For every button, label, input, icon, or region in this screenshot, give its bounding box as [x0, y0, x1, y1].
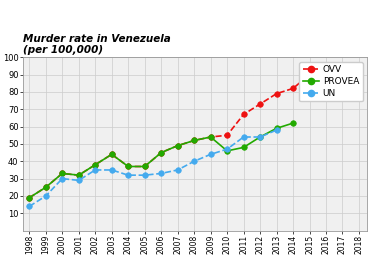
Text: Murder rate in Venezuela
(per 100,000): Murder rate in Venezuela (per 100,000) [23, 34, 171, 56]
Legend: OVV, PROVEA, UN: OVV, PROVEA, UN [299, 62, 363, 101]
